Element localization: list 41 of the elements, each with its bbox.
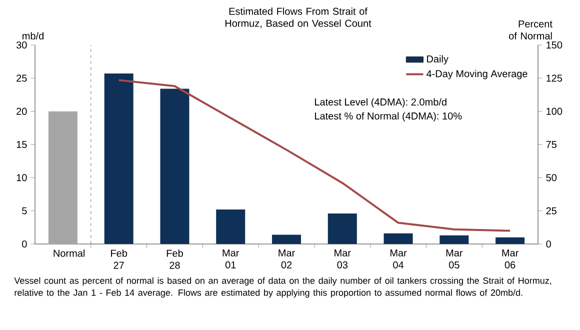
y2-tick-label: 50	[546, 174, 557, 182]
bar	[160, 88, 190, 244]
bar	[328, 213, 357, 244]
x-tick-label: Normal	[54, 249, 84, 257]
y2-tick-label: 0	[546, 240, 551, 248]
y-tick-label: 25	[16, 74, 27, 82]
y-axis-title: mb/d	[22, 32, 44, 40]
y-tick-label: 30	[16, 41, 27, 49]
x-tick-label: Feb 28	[166, 249, 183, 269]
y2-tick-label: 125	[546, 74, 562, 82]
line-series	[118, 79, 512, 232]
bar	[496, 237, 525, 244]
y2-tick-label: 25	[546, 207, 557, 214]
legend-label: 4-Day Moving Average	[426, 70, 528, 80]
bar	[440, 235, 469, 244]
x-tick-label: Mar 01	[222, 249, 240, 268]
x-tick-label: Mar 06	[502, 249, 519, 268]
legend-label: Daily	[427, 55, 448, 64]
bar	[272, 234, 302, 244]
y2-axis-title: Percent of Normal	[508, 20, 552, 40]
x-tick-label: Feb 27	[111, 249, 128, 269]
annotation: Latest Level (4DMA): 2.0mb/d	[315, 98, 446, 108]
y-tick-label: 10	[16, 174, 27, 182]
y-tick-label: 5	[22, 207, 27, 214]
bar	[48, 111, 78, 244]
y2-tick-label: 75	[546, 141, 557, 148]
x-tick-label: Mar 03	[334, 249, 351, 268]
y-tick-label: 15	[16, 141, 27, 148]
y2-tick-label: 100	[546, 108, 562, 115]
y-tick-label: 0	[22, 240, 27, 248]
annotation: Latest % of Normal (4DMA): 10%	[315, 112, 462, 122]
y2-tick-label: 150	[546, 41, 562, 49]
x-tick-label: Mar 04	[390, 249, 407, 268]
bar	[216, 210, 246, 244]
bar	[104, 74, 134, 244]
chart-title: Estimated Flows From Strait of Hormuz, Based on Vessel Count	[225, 8, 372, 28]
x-tick-label: Mar 02	[278, 249, 295, 268]
bar	[384, 233, 413, 244]
y-tick-label: 20	[16, 108, 27, 115]
text: Vessel count as percent of normal is based on an average of data on the daily number of oil tankers crossing the Strait of Hormuz, relative to the Jan 1 - Feb 14 average. Flows are estimated by applying this proportion to assumed normal flows of 20mb/d.	[14, 277, 552, 298]
x-tick-label: Mar 05	[446, 249, 463, 268]
